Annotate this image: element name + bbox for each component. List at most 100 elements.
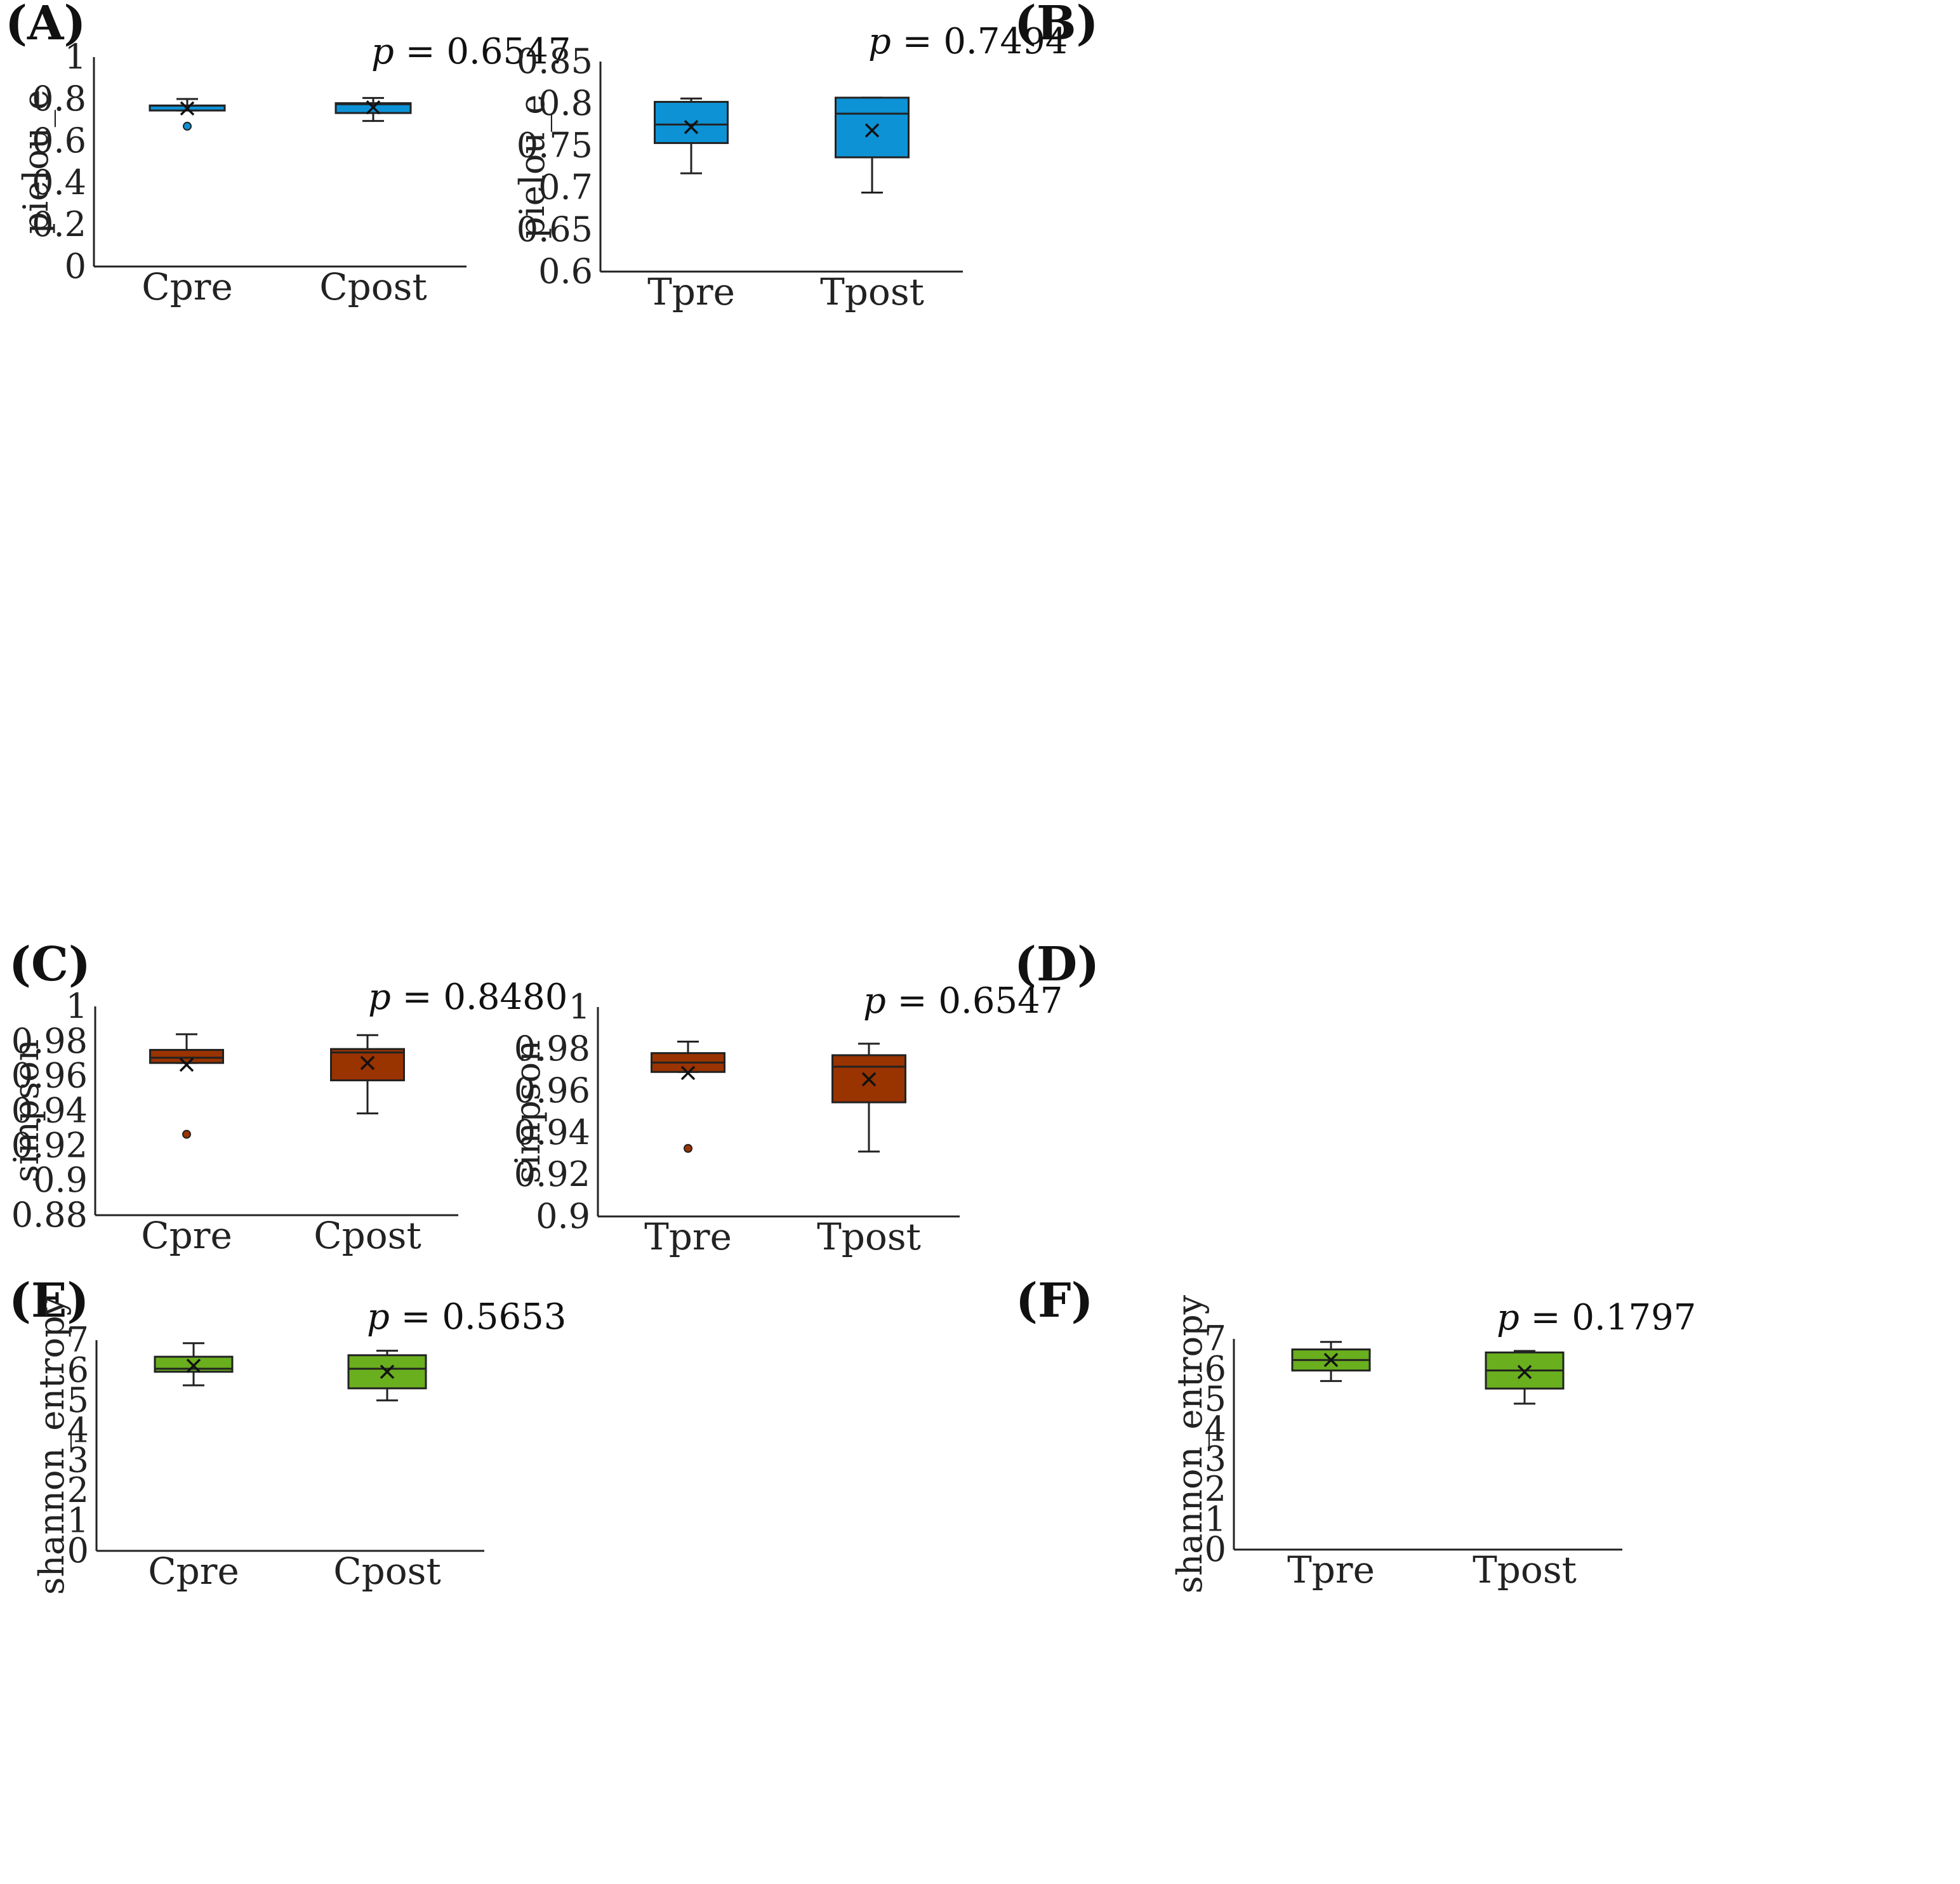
panel-label: (C) — [9, 937, 91, 992]
iqr-box — [330, 1048, 405, 1082]
y-tick-label: 0.92 — [514, 1154, 590, 1194]
x-category-label: Tpre — [1287, 1548, 1375, 1591]
y-tick-label: 0 — [65, 246, 86, 286]
mean-marker — [186, 1359, 201, 1373]
box-cpost — [347, 1350, 427, 1402]
y-tick-label: 0.8 — [32, 79, 86, 119]
y-tick-label: 2 — [1205, 1469, 1226, 1509]
box-cpre — [154, 1342, 234, 1387]
x-category-label: Cpre — [141, 1214, 232, 1257]
outlier-point — [183, 121, 192, 131]
p-value-label: p = 0.6547 — [863, 980, 1063, 1022]
y-tick-label: 0.9 — [33, 1160, 88, 1200]
y-tick-label: 0.98 — [11, 1021, 88, 1061]
y-tick-label: 7 — [67, 1320, 89, 1360]
iqr-box — [835, 96, 910, 159]
y-tick-label: 0.75 — [517, 125, 593, 165]
chart-panel-a: (A) 0 0.2 0.4 0.6 0.8 1 pielou_e p = 0.6547 Cpre C… — [0, 0, 965, 622]
chart-svg-c: (C) 0.880.90.920.940.960.981 simpson p = 0.… — [6, 937, 567, 1257]
box-tpost — [835, 96, 910, 194]
p-value-label: p = 0.6547 — [371, 31, 571, 72]
y-tick-label: 5 — [67, 1380, 89, 1420]
outlier-point — [684, 1143, 692, 1153]
panel-label: (E) — [9, 1274, 89, 1328]
x-category-label: Tpre — [644, 1215, 732, 1258]
y-tick-label: 0.4 — [32, 162, 86, 202]
x-category-label: Tpost — [817, 1215, 921, 1258]
mean-marker — [366, 100, 381, 115]
y-tick-label: 0.6 — [538, 251, 593, 291]
y-tick-label: 0.94 — [11, 1091, 88, 1131]
outlier-point — [182, 1130, 191, 1139]
y-tick-label: 3 — [1205, 1439, 1226, 1479]
y-axis-title: pielou_e — [512, 95, 552, 239]
box-tpost — [1485, 1350, 1565, 1405]
x-category-label: Cpost — [314, 1214, 421, 1257]
y-tick-label: 0 — [1205, 1529, 1226, 1569]
x-category-label: Cpre — [142, 265, 233, 308]
y-tick-label: 0.85 — [517, 41, 593, 81]
p-value-label: p = 0.5653 — [367, 1296, 566, 1338]
y-axis-title: simpson — [508, 1040, 548, 1183]
chart-svg-b: (B) 0.60.650.70.750.80.85 pielou_e p = 0.74… — [512, 0, 1099, 313]
mean-marker — [861, 1072, 877, 1087]
y-tick-label: 0.94 — [514, 1112, 590, 1152]
y-tick-label: 0.92 — [11, 1125, 88, 1165]
box-tpre — [651, 1040, 725, 1153]
p-value-label: p = 0.1797 — [1497, 1297, 1696, 1338]
mean-marker — [680, 1065, 696, 1081]
panel-label: (B) — [1014, 0, 1099, 51]
y-tick-label: 6 — [67, 1350, 89, 1390]
y-tick-label: 1 — [65, 37, 86, 77]
y-axis-title: shannon_entropy — [1170, 1294, 1210, 1593]
y-tick-label: 5 — [1205, 1379, 1226, 1419]
mean-marker — [360, 1055, 375, 1070]
y-axis-title: pielou_e — [16, 89, 56, 234]
p-value-label: p = 0.7494 — [868, 21, 1068, 62]
x-category-label: Tpost — [1473, 1548, 1577, 1591]
box-tpre — [1291, 1341, 1371, 1382]
y-tick-label: 0.96 — [514, 1070, 590, 1110]
y-tick-label: 1 — [67, 1501, 89, 1541]
y-tick-label: 0.7 — [538, 168, 593, 208]
mean-marker — [1517, 1364, 1532, 1380]
box-cpost — [330, 1034, 405, 1115]
box-tpre — [654, 97, 729, 175]
panel-label: (A) — [5, 0, 86, 51]
panel-label: (D) — [1014, 937, 1099, 992]
y-tick-label: 6 — [1205, 1348, 1226, 1388]
mean-marker — [1323, 1352, 1339, 1367]
iqr-box — [149, 1049, 224, 1064]
y-tick-label: 0.8 — [538, 83, 593, 123]
x-category-label: Cpost — [319, 265, 427, 308]
mean-marker — [180, 101, 195, 116]
chart-panel-f: (F) 0 1 2 3 4 5 6 7 shannon_entropy p = 0.1797 Tpre… — [990, 1256, 1960, 1884]
y-axis-title: shannon_entropy — [32, 1296, 72, 1595]
x-category-label: Tpost — [820, 270, 924, 313]
y-tick-label: 4 — [67, 1410, 89, 1450]
y-tick-label: 0.96 — [11, 1056, 88, 1096]
y-tick-label: 0.9 — [536, 1196, 590, 1236]
chart-svg-d: (D) 0.90.920.940.960.981 simpson p = 0.6547… — [508, 937, 1099, 1258]
box-tpost — [831, 1043, 906, 1153]
y-tick-label: 0.88 — [11, 1195, 88, 1235]
y-tick-label: 0.6 — [32, 121, 86, 161]
mean-marker — [864, 123, 880, 138]
y-tick-label: 0 — [67, 1531, 89, 1571]
y-tick-label: 7 — [1205, 1319, 1226, 1359]
x-category-label: Tpre — [647, 270, 735, 313]
box-cpre — [149, 98, 226, 131]
chart-panel-e: (E) 0 1 2 3 4 5 6 7 shannon_entropy p = 0.5653 Cpre… — [0, 1256, 990, 1884]
box-cpost — [334, 96, 412, 122]
iqr-box — [654, 101, 729, 144]
y-tick-label: 1 — [569, 987, 590, 1027]
y-tick-label: 0.2 — [32, 204, 86, 244]
y-tick-label: 0.65 — [517, 209, 593, 249]
chart-panel-c: (C) 0.88 0.9 0.92 0.94 0.96 0.98 1 simpson p = 0.… — [0, 622, 965, 1257]
chart-panel-b: (B) 0.6 0.65 0.7 0.75 0.8 0.85 pielou_e p = 0.74… — [512, 0, 1960, 622]
panel-label: (F) — [1016, 1274, 1094, 1328]
x-category-label: Cpost — [333, 1550, 441, 1593]
